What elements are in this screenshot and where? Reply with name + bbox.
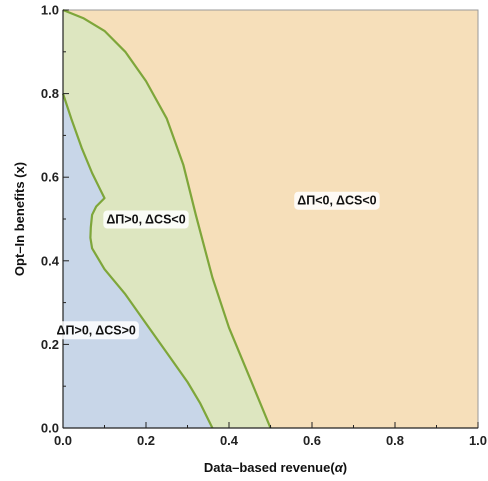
boundary-green-orange [62,8,272,429]
y-tick-label: 0.8 [41,86,59,101]
region-label-blue: ΔΠ>0, ΔCS>0 [53,321,139,340]
ticks-layer: 0.0 0.2 0.4 0.6 0.8 1.0 0.0 0.2 0.4 0.6 0.8 1.0 [41,3,487,449]
y-tick-label: 0.0 [41,421,59,436]
y-tick-label: 0.4 [41,253,60,268]
region-label-background [103,210,189,229]
y-tick-label: 0.2 [41,337,59,352]
region-label-green: ΔΠ>0, ΔCS<0 [103,210,189,229]
region-label-text: ΔΠ>0, ΔCS>0 [57,323,136,337]
region-label-text: ΔΠ>0, ΔCS<0 [106,213,185,227]
region-label-background [294,191,380,210]
region-blue [63,93,213,428]
x-tick-label: 0.0 [54,433,72,448]
x-tick-label: 0.6 [303,433,321,448]
x-tick-label: 0.8 [386,433,404,448]
x-tick-label: 0.4 [220,433,239,448]
boundary-layer [61,8,272,429]
x-tick-label: 1.0 [469,433,487,448]
y-tick-label: 0.6 [41,170,59,185]
y-tick-label: 1.0 [41,3,59,18]
x-tick-label: 0.2 [137,433,155,448]
region-label-orange: ΔΠ<0, ΔCS<0 [294,191,380,210]
y-axis-label: Opt–In benefits (x) [12,162,27,276]
region-label-background [53,321,139,340]
x-axis-label: Data–based revenue(α) [204,460,347,475]
boundary-blue-green [61,93,214,429]
region-label-text: ΔΠ<0, ΔCS<0 [297,194,376,208]
region-labels-layer: ΔΠ>0, ΔCS>0 ΔΠ>0, ΔCS<0 ΔΠ<0, ΔCS<0 [53,191,380,340]
